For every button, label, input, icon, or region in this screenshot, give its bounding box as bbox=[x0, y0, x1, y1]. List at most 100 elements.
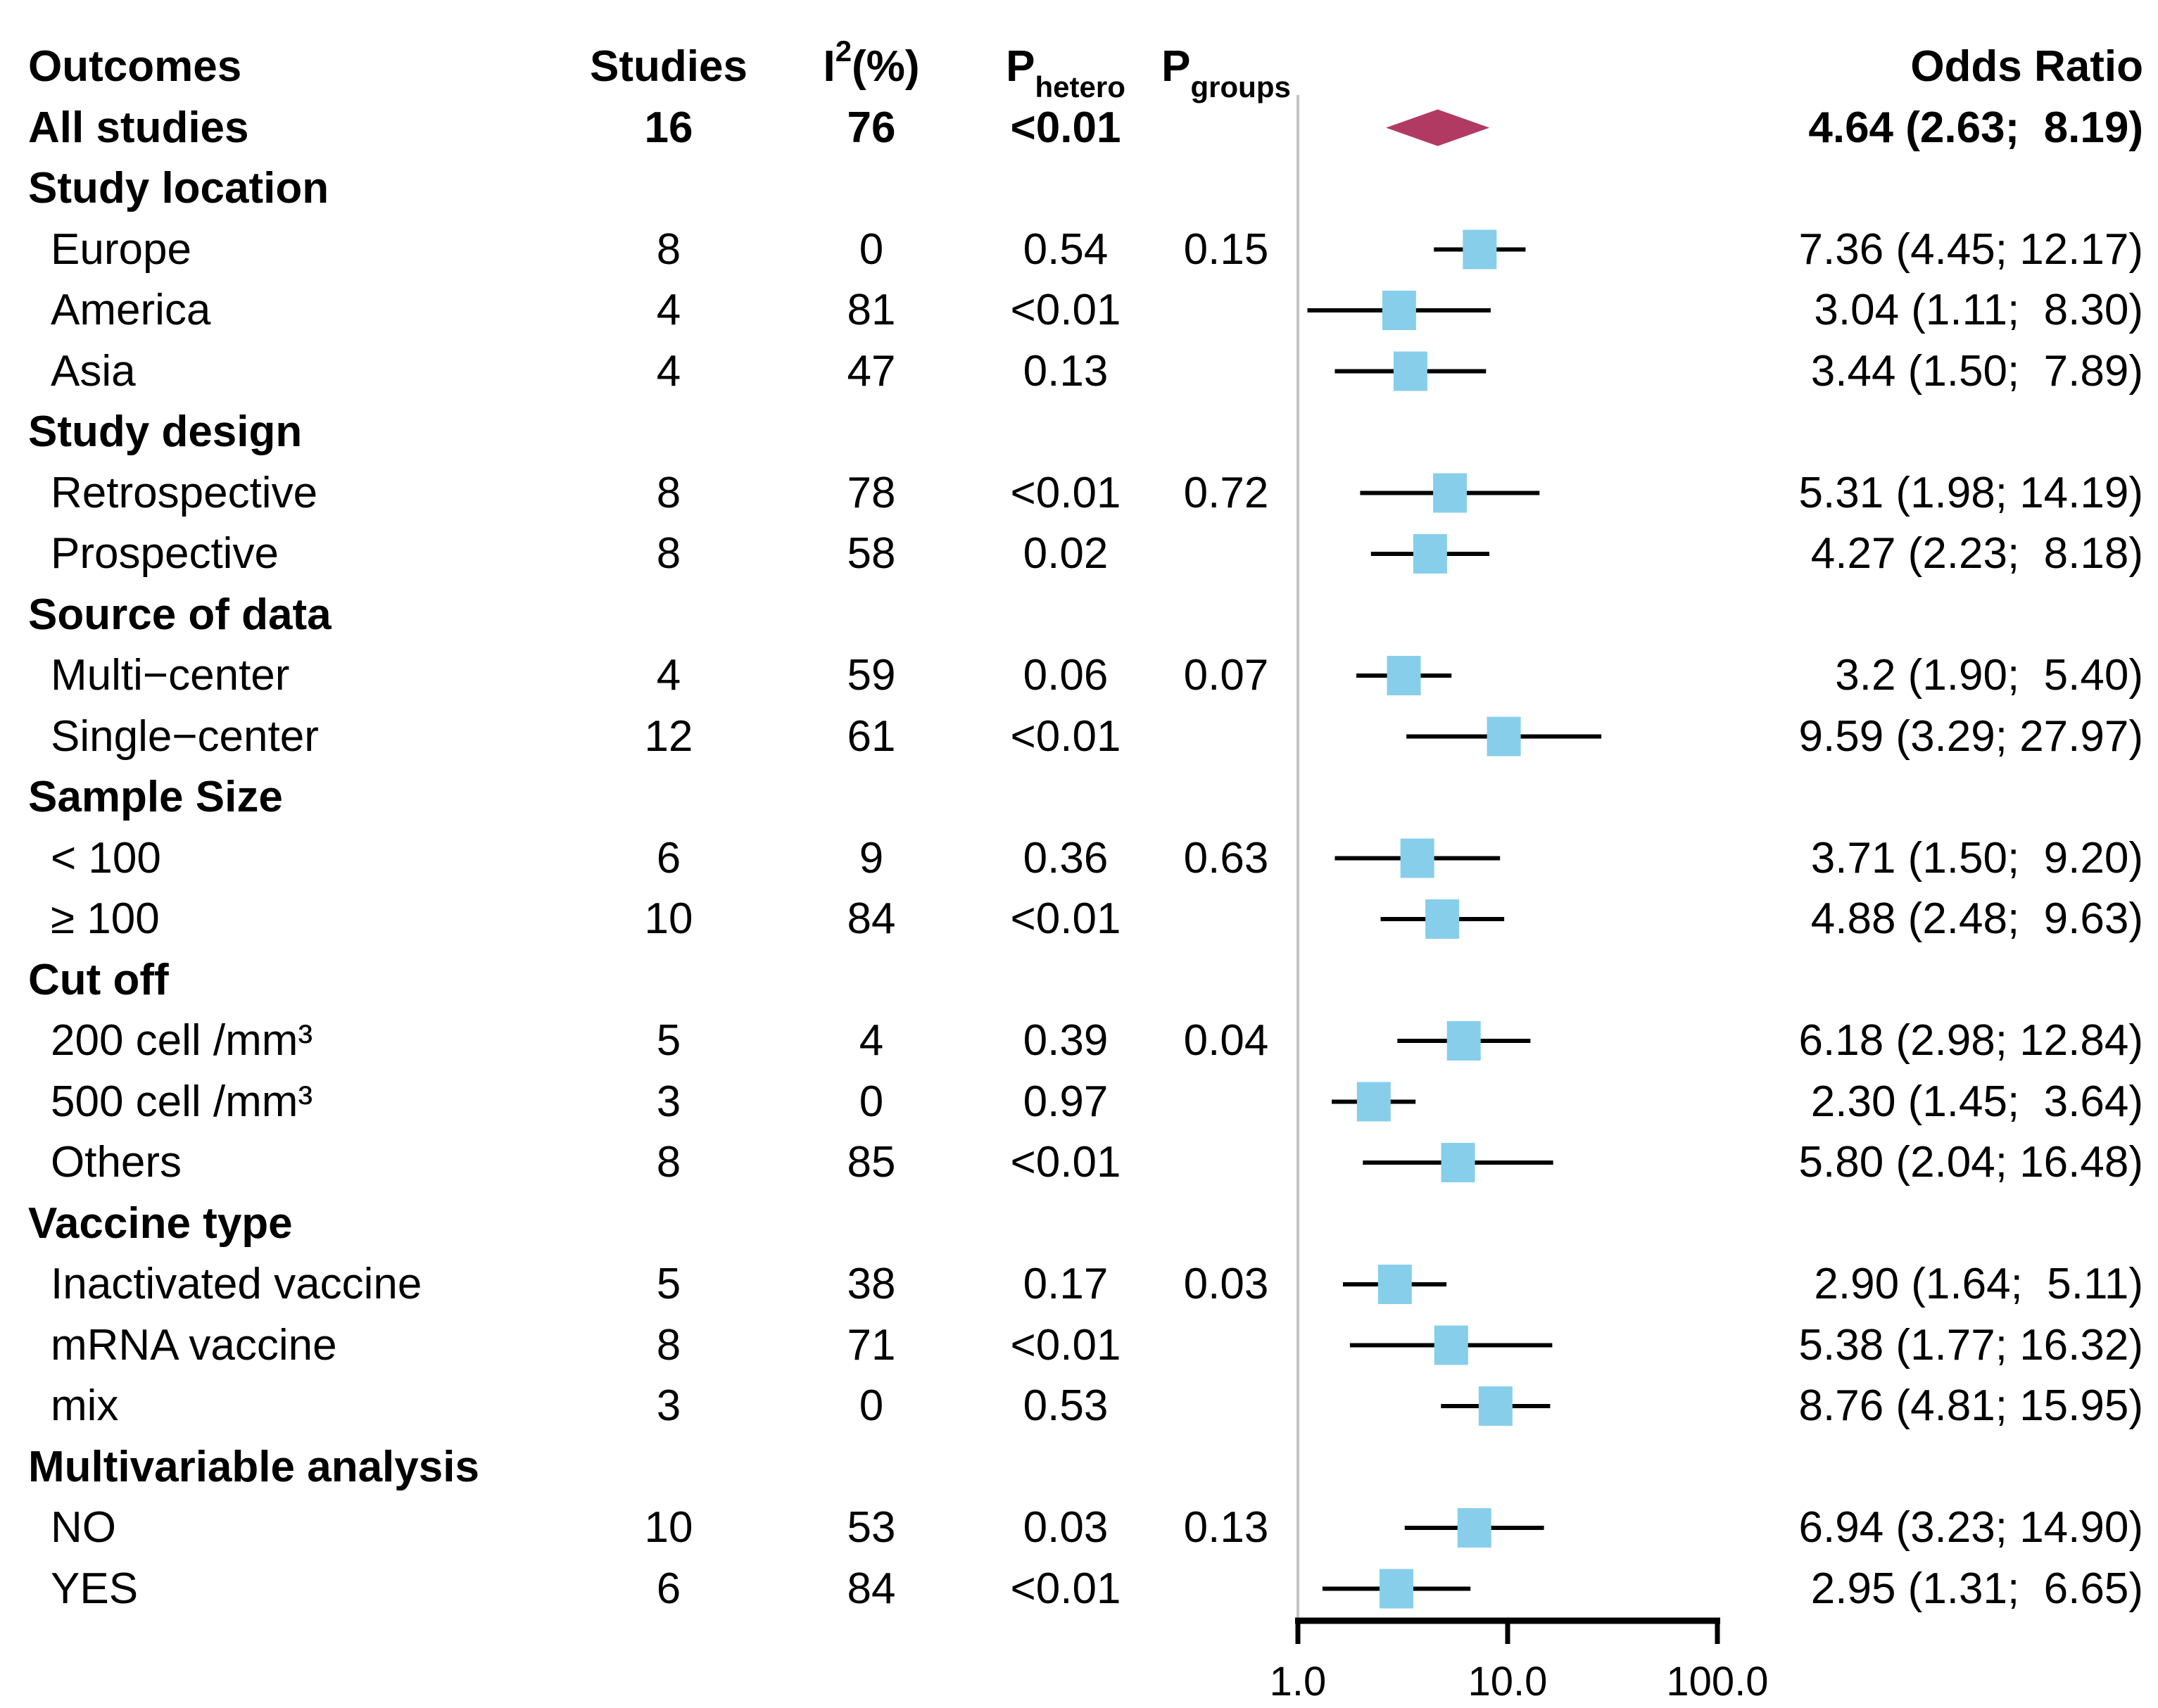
odds-ratio-value: 2.30 (1.45; 3.64) bbox=[1810, 1077, 2143, 1126]
point-estimate-square bbox=[1387, 656, 1421, 695]
outcome-label: 200 cell /mm³ bbox=[51, 1016, 313, 1065]
col-header-studies: Studies bbox=[590, 42, 747, 91]
point-estimate-square bbox=[1377, 1265, 1412, 1304]
odds-ratio-value: 3.71 (1.50; 9.20) bbox=[1810, 834, 2143, 883]
studies-value: 12 bbox=[644, 712, 693, 761]
col-header-p-hetero: Phetero bbox=[960, 40, 1171, 101]
odds-ratio-value: 5.31 (1.98; 14.19) bbox=[1798, 469, 2143, 517]
outcome-label: YES bbox=[51, 1564, 139, 1613]
i2-value: 84 bbox=[847, 894, 896, 943]
point-estimate-square bbox=[1463, 229, 1497, 270]
outcome-label: Vaccine type bbox=[28, 1199, 293, 1248]
p-hetero-value: 0.39 bbox=[1023, 1016, 1109, 1065]
outcome-label: Cut off bbox=[28, 956, 169, 1004]
outcome-label: < 100 bbox=[51, 834, 161, 883]
p-groups-value: 0.63 bbox=[1183, 834, 1269, 883]
i2-value: 53 bbox=[847, 1503, 896, 1552]
outcome-label: mRNA vaccine bbox=[51, 1321, 337, 1369]
point-estimate-square bbox=[1457, 1508, 1491, 1548]
p-hetero-value: <0.01 bbox=[1010, 1564, 1121, 1613]
p-hetero-value: 0.54 bbox=[1023, 225, 1109, 274]
odds-ratio-value: 2.95 (1.31; 6.65) bbox=[1810, 1564, 2143, 1613]
studies-value: 8 bbox=[656, 529, 681, 578]
i2-sup: 2 bbox=[835, 34, 852, 68]
i2-value: 4 bbox=[859, 1016, 884, 1065]
p-groups-value: 0.13 bbox=[1183, 1503, 1269, 1552]
p-hetero-value: 0.97 bbox=[1023, 1077, 1109, 1126]
i2-value: 38 bbox=[847, 1260, 896, 1308]
outcome-label: Inactivated vaccine bbox=[51, 1260, 422, 1308]
odds-ratio-value: 2.90 (1.64; 5.11) bbox=[1814, 1260, 2143, 1308]
odds-ratio-value: 9.59 (3.29; 27.97) bbox=[1798, 712, 2143, 761]
p-hetero-value: <0.01 bbox=[1010, 103, 1121, 152]
col-header-outcomes: Outcomes bbox=[28, 42, 242, 91]
col-header-p-groups: Pgroups bbox=[1121, 40, 1332, 101]
studies-value: 5 bbox=[656, 1016, 681, 1065]
outcome-label: Multivariable analysis bbox=[28, 1443, 479, 1491]
i2-value: 81 bbox=[847, 286, 896, 334]
p-groups-value: 0.04 bbox=[1183, 1016, 1269, 1065]
studies-value: 6 bbox=[656, 1564, 681, 1613]
i2-value: 71 bbox=[847, 1321, 896, 1369]
studies-value: 8 bbox=[656, 225, 681, 274]
studies-value: 16 bbox=[644, 103, 693, 152]
outcome-label: Study design bbox=[28, 407, 303, 456]
point-estimate-square bbox=[1382, 291, 1416, 330]
p-hetero-base: P bbox=[1006, 42, 1035, 91]
point-estimate-square bbox=[1356, 1082, 1391, 1122]
odds-ratio-value: 4.88 (2.48; 9.63) bbox=[1810, 894, 2143, 943]
outcome-label: Study location bbox=[28, 164, 329, 213]
odds-ratio-value: 5.38 (1.77; 16.32) bbox=[1798, 1321, 2143, 1369]
p-hetero-value: 0.36 bbox=[1023, 834, 1109, 883]
outcome-label: NO bbox=[51, 1503, 116, 1552]
p-hetero-value: <0.01 bbox=[1010, 1138, 1121, 1187]
outcome-label: Sample Size bbox=[28, 773, 283, 821]
outcome-label: Others bbox=[51, 1138, 182, 1187]
studies-value: 4 bbox=[656, 347, 681, 396]
p-hetero-value: <0.01 bbox=[1010, 894, 1121, 943]
point-estimate-square bbox=[1434, 1325, 1468, 1365]
odds-ratio-value: 4.64 (2.63; 8.19) bbox=[1808, 103, 2143, 152]
i2-value: 59 bbox=[847, 651, 896, 700]
p-hetero-value: <0.01 bbox=[1010, 1321, 1121, 1369]
studies-value: 3 bbox=[656, 1381, 681, 1430]
p-hetero-value: <0.01 bbox=[1010, 469, 1121, 517]
i2-value: 58 bbox=[847, 529, 896, 578]
p-groups-value: 0.03 bbox=[1183, 1260, 1269, 1308]
outcome-label: All studies bbox=[28, 103, 249, 152]
studies-value: 3 bbox=[656, 1077, 681, 1126]
i2-base: I bbox=[823, 42, 835, 91]
x-axis-tick-label: 100.0 bbox=[1666, 1659, 1769, 1704]
i2-value: 9 bbox=[859, 834, 884, 883]
outcome-label: Retrospective bbox=[51, 469, 318, 517]
odds-ratio-value: 7.36 (4.45; 12.17) bbox=[1798, 225, 2143, 274]
i2-value: 0 bbox=[859, 1077, 884, 1126]
summary-diamond bbox=[1386, 109, 1490, 146]
outcome-label: Source of data bbox=[28, 590, 332, 639]
p-hetero-value: 0.13 bbox=[1023, 347, 1109, 396]
p-hetero-sub: hetero bbox=[1035, 70, 1125, 103]
i2-value: 61 bbox=[847, 712, 896, 761]
outcome-label: Europe bbox=[51, 225, 191, 274]
outcome-label: Prospective bbox=[51, 529, 279, 578]
point-estimate-square bbox=[1413, 534, 1447, 574]
studies-value: 4 bbox=[656, 286, 681, 334]
outcome-label: mix bbox=[51, 1381, 119, 1430]
studies-value: 10 bbox=[644, 894, 693, 943]
studies-value: 8 bbox=[656, 469, 681, 517]
odds-ratio-value: 4.27 (2.23; 8.18) bbox=[1810, 529, 2143, 578]
col-header-odds-ratio: Odds Ratio bbox=[1910, 42, 2143, 91]
point-estimate-square bbox=[1393, 351, 1427, 391]
p-groups-value: 0.15 bbox=[1183, 225, 1269, 274]
odds-ratio-value: 8.76 (4.81; 15.95) bbox=[1798, 1381, 2143, 1430]
col-header-i2: I2(%) bbox=[766, 37, 977, 94]
outcome-label: ≥ 100 bbox=[51, 894, 160, 943]
i2-value: 78 bbox=[847, 469, 896, 517]
point-estimate-square bbox=[1478, 1386, 1513, 1426]
outcome-label: Multi−center bbox=[51, 651, 290, 700]
studies-value: 5 bbox=[656, 1260, 681, 1308]
odds-ratio-value: 6.18 (2.98; 12.84) bbox=[1798, 1016, 2143, 1065]
i2-rest: (%) bbox=[852, 42, 920, 91]
point-estimate-square bbox=[1380, 1569, 1414, 1609]
